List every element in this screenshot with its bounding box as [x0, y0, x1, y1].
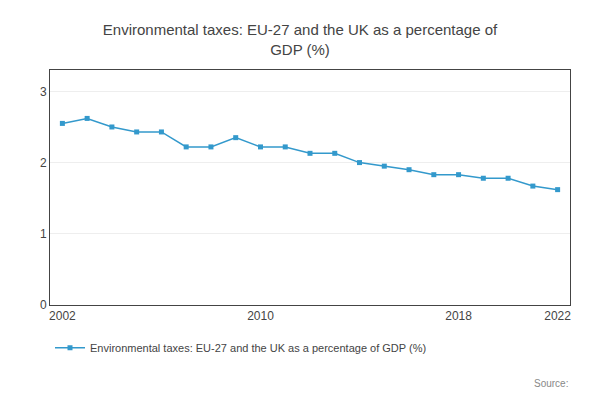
- svg-text:3: 3: [40, 85, 47, 99]
- svg-text:Environmental taxes: EU-27 and: Environmental taxes: EU-27 and the UK as…: [90, 342, 426, 354]
- svg-text:Environmental taxes: EU-27 and: Environmental taxes: EU-27 and the UK as…: [103, 21, 498, 58]
- svg-text:Source:: Source:: [534, 378, 568, 389]
- svg-text:2018: 2018: [445, 309, 472, 323]
- svg-text:2010: 2010: [247, 309, 274, 323]
- svg-text:1: 1: [40, 227, 47, 241]
- svg-text:2002: 2002: [49, 309, 76, 323]
- svg-text:0: 0: [40, 298, 47, 312]
- svg-text:2022: 2022: [544, 309, 571, 323]
- svg-text:2: 2: [40, 156, 47, 170]
